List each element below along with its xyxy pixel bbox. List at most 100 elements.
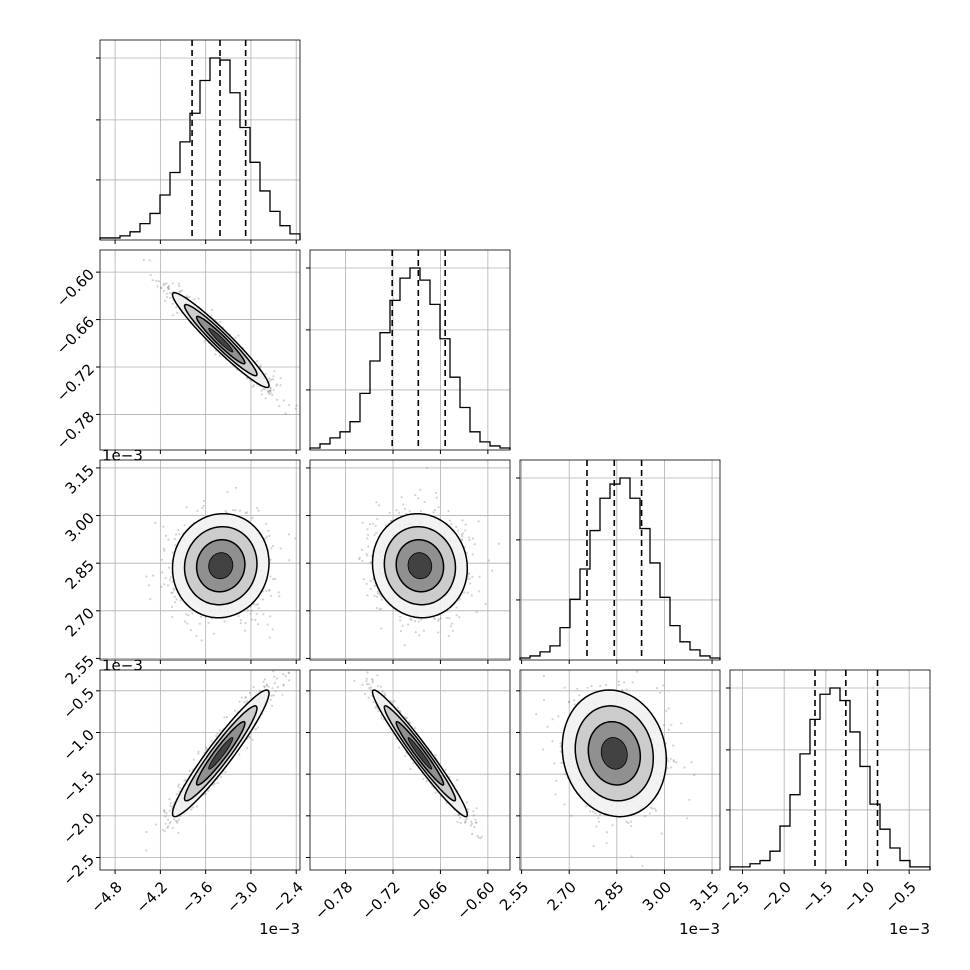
sample-point — [166, 826, 169, 830]
sample-point — [262, 680, 265, 683]
scatter-panel-2-1 — [306, 459, 511, 664]
hist-frame — [729, 669, 931, 871]
sample-point — [171, 302, 174, 305]
sample-point — [435, 496, 438, 499]
sample-point — [269, 389, 272, 392]
sample-point — [226, 491, 229, 494]
sample-point — [461, 538, 464, 541]
sample-point — [425, 466, 429, 469]
sample-point — [219, 320, 222, 323]
sample-point — [245, 700, 249, 703]
sample-point — [201, 506, 204, 510]
sample-point — [380, 627, 383, 630]
sample-point — [409, 721, 412, 724]
sample-point — [479, 837, 482, 840]
sample-point — [162, 525, 165, 528]
sample-point — [377, 710, 380, 713]
sample-point — [156, 285, 159, 288]
sample-point — [399, 615, 402, 619]
sample-point — [273, 370, 276, 373]
sample-point — [365, 552, 368, 555]
sample-point — [477, 590, 480, 593]
sample-point — [178, 284, 181, 288]
sample-point — [378, 608, 381, 611]
sample-point — [369, 587, 372, 591]
scatter-frame — [99, 669, 301, 871]
sample-point — [171, 615, 174, 619]
sample-point — [402, 503, 405, 506]
sample-point — [234, 336, 237, 339]
sample-point — [475, 821, 478, 824]
panel-content — [520, 670, 720, 870]
sample-point — [380, 598, 383, 601]
sample-point — [262, 388, 265, 391]
sample-point — [592, 844, 595, 848]
sample-point — [457, 813, 460, 817]
sample-point — [475, 610, 478, 614]
sample-point — [277, 591, 280, 594]
sample-point — [388, 511, 391, 514]
sample-point — [460, 533, 463, 536]
sample-point — [366, 528, 369, 531]
sample-point — [366, 594, 369, 597]
sample-point — [148, 259, 151, 262]
sample-point — [168, 292, 172, 295]
sample-point — [179, 599, 182, 602]
sample-point — [155, 279, 158, 282]
sample-point — [563, 686, 566, 689]
sample-point — [302, 668, 304, 670]
scatter-frame — [309, 459, 511, 661]
sample-point — [177, 528, 180, 532]
sample-point — [269, 558, 272, 561]
sample-point — [432, 616, 435, 619]
sample-point — [391, 701, 394, 704]
sample-point — [447, 634, 450, 638]
sample-point — [265, 589, 268, 593]
sample-point — [274, 577, 277, 581]
sample-point — [662, 684, 665, 687]
sample-point — [276, 666, 278, 668]
sample-point — [268, 636, 271, 639]
sample-point — [474, 818, 477, 821]
sample-point — [249, 612, 252, 616]
sample-point — [434, 491, 437, 494]
sample-point — [214, 353, 217, 356]
sample-point — [360, 548, 363, 552]
sample-point — [461, 519, 464, 522]
sample-point — [401, 624, 404, 627]
sample-point — [420, 618, 423, 621]
hist-panel-0 — [96, 39, 301, 244]
sample-point — [177, 818, 180, 822]
sample-point — [267, 390, 270, 393]
scatter-panel-3-0 — [96, 666, 304, 874]
sample-point — [239, 622, 242, 625]
sample-point — [164, 822, 167, 825]
sample-point — [169, 296, 172, 299]
sample-point — [662, 723, 666, 727]
sample-point — [276, 667, 278, 669]
sample-point — [380, 607, 383, 610]
sample-point — [255, 603, 258, 606]
sample-point — [472, 810, 475, 813]
panel-content — [100, 666, 304, 870]
sample-point — [259, 364, 262, 367]
sample-point — [237, 615, 240, 618]
sample-point — [383, 692, 386, 695]
hist-frame — [309, 249, 511, 451]
sample-point — [191, 806, 194, 809]
sample-point — [171, 805, 174, 809]
sample-point — [374, 706, 377, 709]
sample-point — [168, 798, 171, 801]
sample-point — [213, 672, 215, 674]
sample-point — [250, 618, 253, 621]
sample-point — [202, 504, 205, 507]
hist-panel-2 — [516, 459, 721, 664]
sample-point — [167, 286, 170, 289]
sample-point — [174, 544, 177, 547]
sample-point — [270, 694, 273, 697]
sample-point — [178, 533, 181, 536]
sample-point — [218, 354, 221, 357]
panel-content — [310, 460, 510, 660]
sample-point — [470, 820, 473, 823]
